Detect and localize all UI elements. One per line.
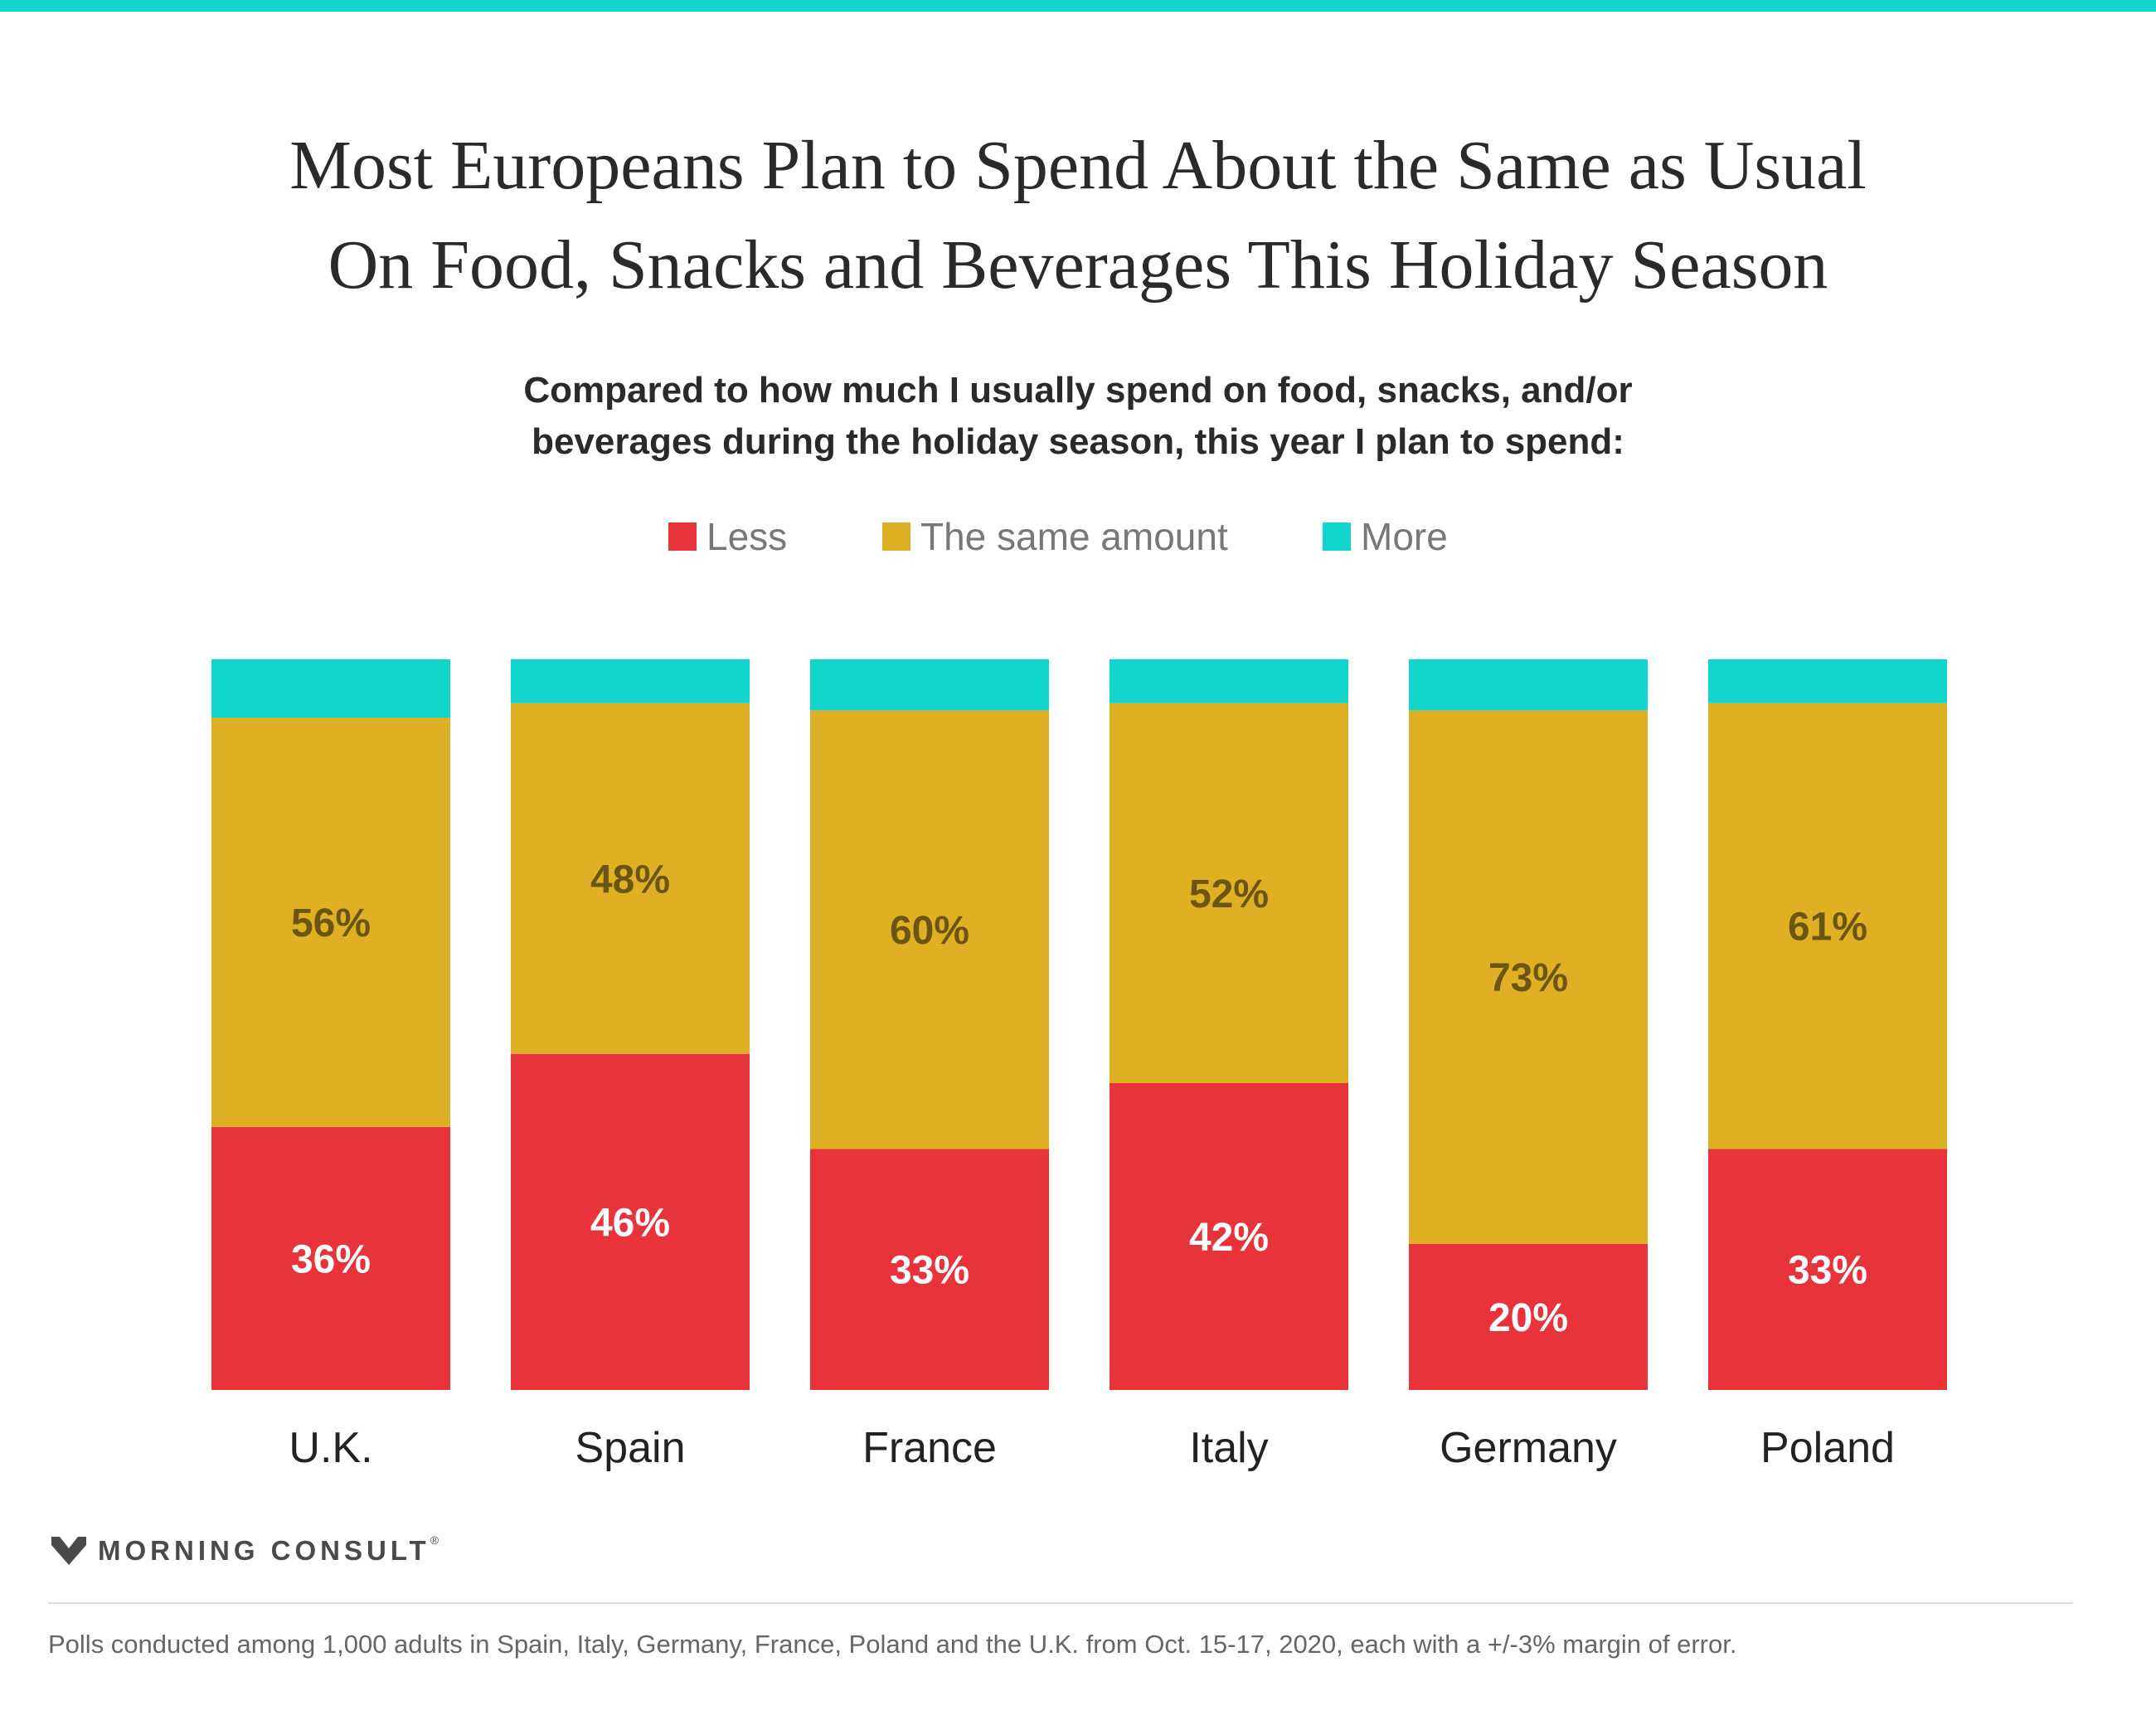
bar-segment-more-poland xyxy=(1708,659,1947,703)
data-label-less-germany: 20% xyxy=(1488,1296,1568,1340)
bar-segment-the-same-amount-u-k xyxy=(211,717,450,1127)
chart-title-line-2: On Food, Snacks and Beverages This Holid… xyxy=(328,226,1828,304)
morning-consult-mark-icon xyxy=(51,1537,86,1565)
footnote: Polls conducted among 1,000 adults in Sp… xyxy=(48,1630,1737,1659)
data-label-less-u-k: 36% xyxy=(291,1237,371,1281)
bar-segment-the-same-amount-poland xyxy=(1708,702,1947,1149)
data-label-the-same-amount-germany: 73% xyxy=(1488,956,1568,1000)
legend-swatch-less xyxy=(668,522,697,551)
bar-segment-the-same-amount-spain xyxy=(511,702,750,1054)
legend-item-same: The same amount xyxy=(882,508,1228,566)
data-label-the-same-amount-u-k: 56% xyxy=(291,901,371,945)
bar-segment-more-u-k xyxy=(211,659,450,718)
bar-segment-less-france xyxy=(810,1149,1049,1390)
morning-consult-logo: MORNING CONSULT ® xyxy=(51,1530,439,1572)
data-label-less-spain: 46% xyxy=(590,1201,670,1245)
logo-registered-mark: ® xyxy=(430,1533,439,1547)
data-label-less-france: 33% xyxy=(890,1249,969,1293)
bar-segment-less-poland xyxy=(1708,1149,1947,1390)
chart-title-line-1: Most Europeans Plan to Spend About the S… xyxy=(289,127,1867,204)
category-label-france: France xyxy=(862,1424,997,1472)
data-label-the-same-amount-spain: 48% xyxy=(590,858,670,901)
bar-segment-more-spain xyxy=(511,659,750,703)
legend-item-more: More xyxy=(1323,508,1448,566)
category-label-germany: Germany xyxy=(1440,1424,1617,1472)
category-label-italy: Italy xyxy=(1189,1424,1268,1472)
logo-text: MORNING CONSULT xyxy=(98,1535,430,1566)
chart-title: Most Europeans Plan to Spend About the S… xyxy=(83,116,2073,315)
bar-segment-more-germany xyxy=(1409,659,1648,711)
chart-legend: Less The same amount More xyxy=(0,508,2156,566)
bar-segment-more-france xyxy=(810,659,1049,711)
chart-subtitle-line-2: beverages during the holiday season, thi… xyxy=(532,421,1624,462)
bar-segment-more-italy xyxy=(1110,659,1348,703)
legend-item-less: Less xyxy=(668,508,787,566)
data-label-less-italy: 42% xyxy=(1189,1216,1269,1260)
bar-segment-the-same-amount-italy xyxy=(1110,702,1348,1083)
category-label-spain: Spain xyxy=(575,1424,686,1472)
footer-divider xyxy=(48,1602,2073,1604)
bar-segment-the-same-amount-germany xyxy=(1409,710,1648,1244)
top-accent-bar xyxy=(0,0,2156,12)
legend-label-same: The same amount xyxy=(920,515,1228,558)
legend-swatch-same xyxy=(882,522,910,551)
category-label-poland: Poland xyxy=(1760,1424,1895,1472)
chart-subtitle-line-1: Compared to how much I usually spend on … xyxy=(523,370,1633,411)
legend-label-more: More xyxy=(1361,515,1448,558)
bar-segment-less-italy xyxy=(1110,1082,1348,1390)
category-label-u-k: U.K. xyxy=(289,1424,372,1472)
bar-segment-less-u-k xyxy=(211,1126,450,1390)
bar-segment-less-germany xyxy=(1409,1243,1648,1390)
data-label-less-poland: 33% xyxy=(1788,1249,1867,1293)
chart-subtitle: Compared to how much I usually spend on … xyxy=(249,365,1907,468)
legend-label-less: Less xyxy=(707,515,788,558)
data-label-the-same-amount-france: 60% xyxy=(890,909,969,953)
bar-segment-less-spain xyxy=(511,1053,750,1390)
legend-swatch-more xyxy=(1323,522,1351,551)
data-label-the-same-amount-italy: 52% xyxy=(1189,872,1269,916)
bar-segment-the-same-amount-france xyxy=(810,710,1049,1149)
data-label-the-same-amount-poland: 61% xyxy=(1788,906,1867,950)
